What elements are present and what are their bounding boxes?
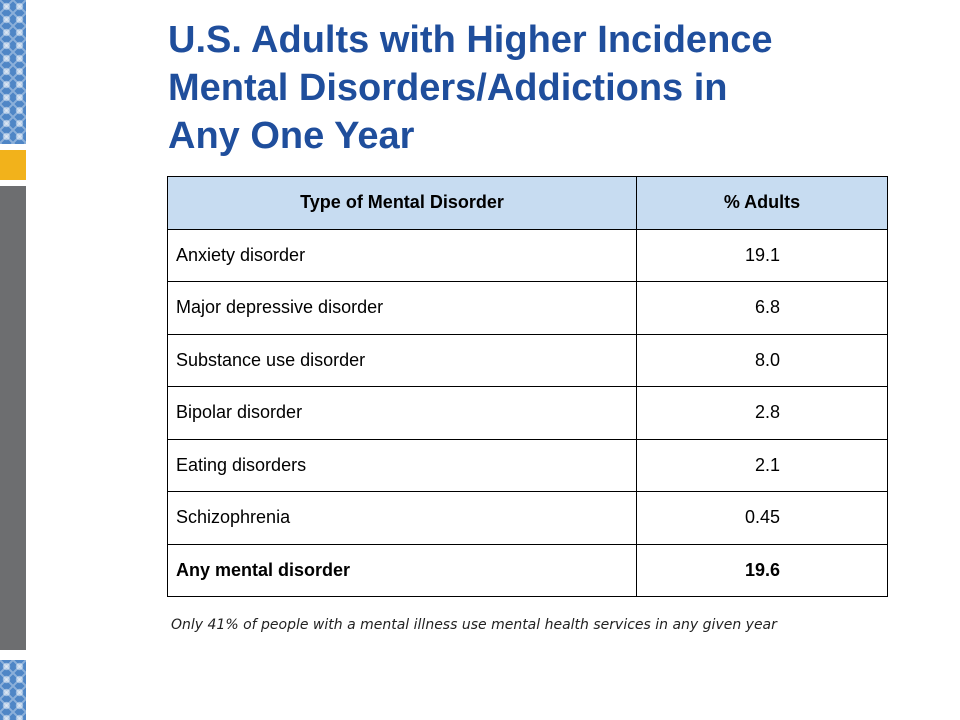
header-percent-adults: % Adults [636, 176, 888, 230]
table-row: Anxiety disorder 19.1 [167, 228, 888, 282]
table-row: Substance use disorder 8.0 [167, 333, 888, 387]
row-value-text: 8.0 [754, 349, 780, 370]
row-name: Any mental disorder [167, 543, 637, 597]
left-decorative-band [0, 0, 26, 720]
band-accent-gold [0, 150, 26, 180]
title-line-2: Mental Disorders/Addictions in [168, 67, 728, 109]
row-name: Anxiety disorder [167, 228, 637, 282]
row-value: 8.0 [636, 333, 888, 387]
row-value-text: 0.45 [744, 507, 780, 528]
band-gray-strip [0, 186, 26, 650]
band-pattern-bottom [0, 660, 26, 720]
row-value-text: 19.6 [744, 559, 780, 580]
title-line-3: Any One Year [168, 115, 415, 157]
table-row: Major depressive disorder 6.8 [167, 281, 888, 335]
row-value-text: 2.1 [754, 454, 780, 475]
table-row-total: Any mental disorder 19.6 [167, 543, 888, 597]
band-pattern-top [0, 0, 26, 144]
row-value: 2.8 [636, 386, 888, 440]
title-line-1: U.S. Adults with Higher Incidence [168, 19, 773, 61]
mental-disorder-table: Type of Mental Disorder % Adults Anxiety… [167, 176, 888, 597]
row-name: Major depressive disorder [167, 281, 637, 335]
row-value: 0.45 [636, 491, 888, 545]
row-value: 19.1 [636, 228, 888, 282]
table-row: Schizophrenia 0.45 [167, 491, 888, 545]
header-disorder-type: Type of Mental Disorder [167, 176, 637, 230]
row-value: 2.1 [636, 438, 888, 492]
row-value: 19.6 [636, 543, 888, 597]
table-row: Eating disorders 2.1 [167, 438, 888, 492]
row-name: Bipolar disorder [167, 386, 637, 440]
row-value: 6.8 [636, 281, 888, 335]
table-header-row: Type of Mental Disorder % Adults [167, 176, 888, 230]
slide-title: U.S. Adults with Higher Incidence Mental… [168, 16, 928, 160]
row-value-text: 2.8 [754, 402, 780, 423]
row-name: Eating disorders [167, 438, 637, 492]
table-row: Bipolar disorder 2.8 [167, 386, 888, 440]
row-value-text: 19.1 [744, 244, 780, 265]
footnote: Only 41% of people with a mental illness… [171, 617, 777, 633]
row-name: Schizophrenia [167, 491, 637, 545]
row-name: Substance use disorder [167, 333, 637, 387]
row-value-text: 6.8 [754, 297, 780, 318]
